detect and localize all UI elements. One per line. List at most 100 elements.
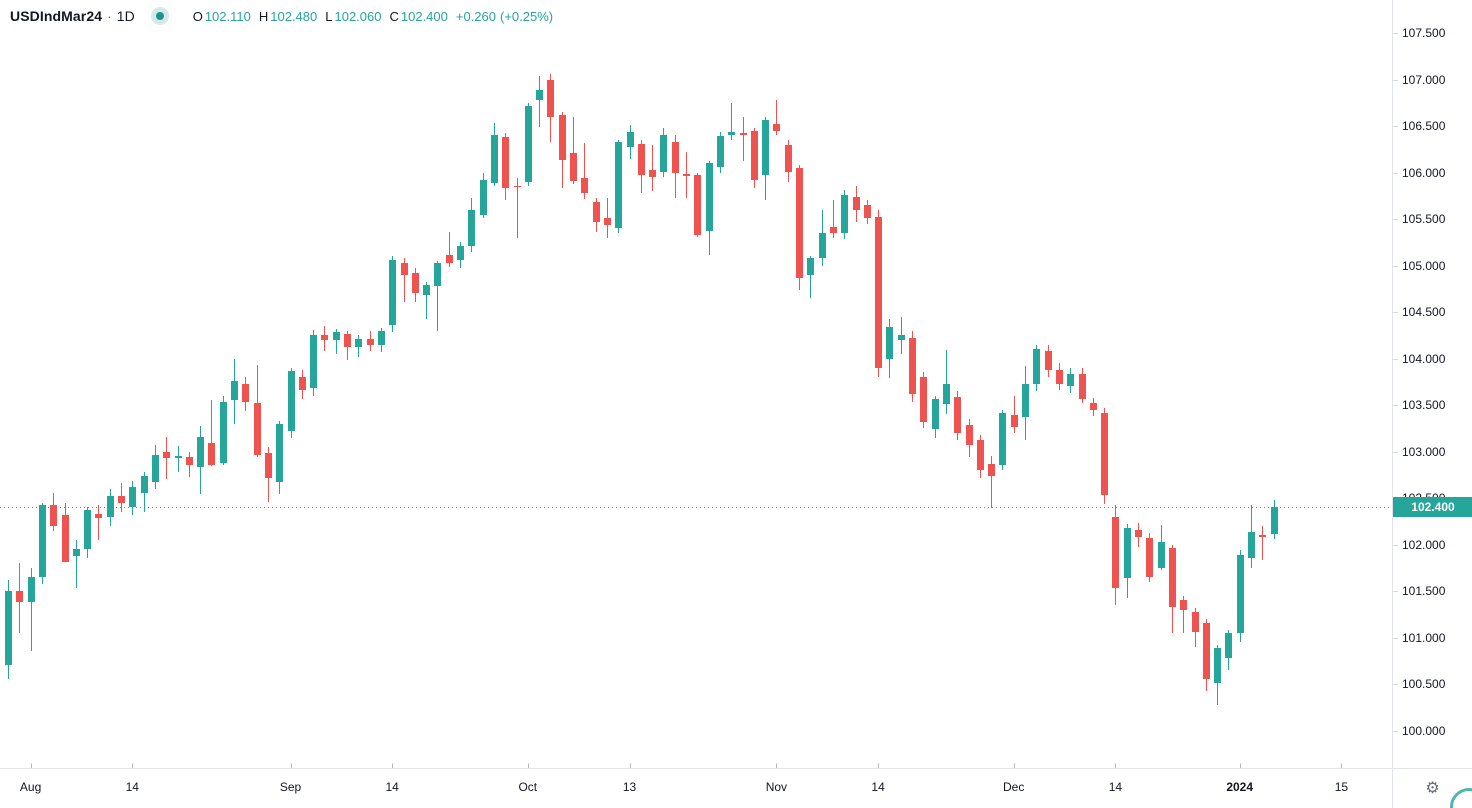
candle	[457, 242, 464, 268]
candle-body	[1169, 548, 1176, 607]
candle-body	[943, 384, 950, 404]
candle	[39, 503, 46, 584]
candle-body	[785, 145, 792, 172]
candle-body	[299, 377, 306, 390]
candle-body	[988, 464, 995, 476]
candle-body	[932, 399, 939, 429]
time-axis-label: 15	[1334, 780, 1349, 794]
candle	[638, 140, 645, 193]
symbol-legend[interactable]: USDIndMar24 · 1D O 102.110 H 102.480 L 1…	[10, 7, 553, 25]
low-label: L	[325, 8, 333, 24]
candle-body	[50, 505, 57, 526]
price-tick-mark	[1393, 358, 1398, 360]
candle-body	[276, 424, 283, 482]
candle-body	[796, 168, 803, 278]
price-axis-label: 104.500	[1402, 305, 1446, 319]
price-axis-label: 106.500	[1402, 119, 1446, 133]
candle	[920, 372, 927, 428]
price-axis-label: 105.000	[1402, 258, 1446, 273]
candle-body	[333, 332, 340, 340]
candle-body	[751, 131, 758, 180]
candle	[909, 331, 916, 402]
candle	[378, 328, 385, 352]
price-tick-mark	[1393, 683, 1398, 685]
candle	[988, 456, 995, 508]
open-value: 102.110	[204, 8, 251, 24]
high-label: H	[258, 8, 269, 24]
candle	[186, 452, 193, 477]
candle	[649, 145, 656, 191]
candle-body	[807, 258, 814, 275]
candle-body	[107, 496, 114, 517]
candlestick-plot[interactable]	[0, 0, 1392, 768]
high-value: 102.480	[270, 8, 318, 24]
candle	[107, 489, 114, 526]
candle-body	[683, 174, 690, 176]
candle	[785, 140, 792, 182]
series-dot-icon	[150, 7, 169, 25]
candle-body	[186, 457, 193, 465]
candle	[1045, 345, 1052, 377]
price-tick-mark	[1393, 590, 1398, 592]
time-axis-label: Dec	[1003, 780, 1025, 794]
candle-body	[355, 339, 362, 347]
candle	[434, 261, 441, 331]
candle-body	[514, 186, 521, 187]
candle-body	[570, 153, 577, 181]
candle-body	[1067, 374, 1074, 386]
candle	[1225, 630, 1232, 670]
price-axis-label: 107.000	[1402, 72, 1446, 87]
time-axis[interactable]: Aug 14 Sep 14 Oct 13 Nov 14 Dec 14 2024 15	[0, 768, 1392, 808]
candle-body	[886, 327, 893, 359]
candle	[514, 178, 521, 238]
candle	[412, 268, 419, 302]
price-axis[interactable]: 102.400 107.500 107.000 106.500 106.000 105.…	[1392, 0, 1472, 768]
candle	[864, 200, 871, 224]
candle-body	[898, 335, 905, 340]
corner-widget[interactable]	[1450, 788, 1472, 808]
candle-body	[310, 335, 317, 388]
price-tick-mark	[1393, 125, 1398, 127]
candle	[265, 447, 272, 502]
symbol-name[interactable]: USDIndMar24	[10, 8, 103, 24]
candle	[84, 507, 91, 558]
candle	[502, 133, 509, 200]
candle-body	[740, 133, 747, 135]
candle	[536, 76, 543, 127]
interval-label[interactable]: 1D	[116, 8, 135, 24]
candle	[288, 368, 295, 438]
candle	[886, 319, 893, 378]
candle	[1203, 619, 1210, 691]
candle	[231, 359, 238, 424]
candle-body	[378, 331, 385, 345]
candle	[208, 400, 215, 466]
candle	[28, 568, 35, 651]
candle-body	[1135, 530, 1142, 537]
candle	[321, 326, 328, 351]
candle	[276, 421, 283, 494]
candle	[175, 446, 182, 472]
candle-body	[954, 397, 961, 433]
candle-body	[502, 137, 509, 188]
candle	[355, 335, 362, 357]
price-tick-mark	[1393, 730, 1398, 732]
candle-body	[1192, 612, 1199, 632]
candle	[254, 365, 261, 457]
candle-body	[220, 402, 227, 463]
candle	[1022, 366, 1029, 440]
price-tick-mark	[1393, 404, 1398, 406]
candle	[581, 143, 588, 199]
candle	[694, 173, 701, 237]
candle-body	[141, 476, 148, 493]
candle-body	[457, 246, 464, 260]
candle	[819, 210, 826, 266]
candle	[141, 472, 148, 512]
gear-icon[interactable]: ⚙	[1425, 779, 1440, 797]
candle	[389, 256, 396, 332]
candle-body	[627, 132, 634, 147]
candle	[299, 370, 306, 399]
candle-body	[525, 106, 532, 182]
candle-body	[999, 413, 1006, 465]
candle-body	[491, 135, 498, 183]
candle	[830, 200, 837, 238]
